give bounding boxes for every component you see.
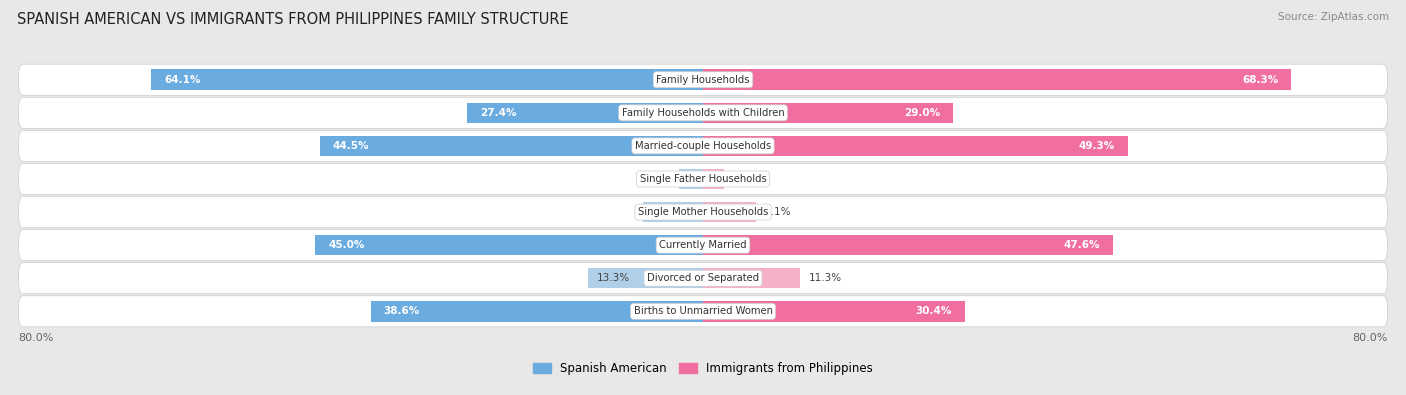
- Bar: [703, 169, 724, 189]
- Text: Source: ZipAtlas.com: Source: ZipAtlas.com: [1278, 12, 1389, 22]
- Text: 30.4%: 30.4%: [915, 306, 952, 316]
- Text: 13.3%: 13.3%: [598, 273, 630, 283]
- Text: Births to Unmarried Women: Births to Unmarried Women: [634, 306, 772, 316]
- Text: 44.5%: 44.5%: [333, 141, 370, 151]
- Bar: [589, 268, 703, 288]
- FancyBboxPatch shape: [18, 164, 1388, 194]
- Text: 45.0%: 45.0%: [329, 240, 364, 250]
- Legend: Spanish American, Immigrants from Philippines: Spanish American, Immigrants from Philip…: [529, 358, 877, 380]
- FancyBboxPatch shape: [18, 296, 1388, 327]
- FancyBboxPatch shape: [18, 229, 1388, 261]
- Text: 6.1%: 6.1%: [763, 207, 790, 217]
- Text: 38.6%: 38.6%: [384, 306, 420, 316]
- Bar: [679, 169, 703, 189]
- Text: Divorced or Separated: Divorced or Separated: [647, 273, 759, 283]
- Text: 2.8%: 2.8%: [688, 174, 714, 184]
- Bar: [703, 135, 1128, 156]
- Bar: [703, 235, 1114, 256]
- Text: Family Households: Family Households: [657, 75, 749, 85]
- Text: 64.1%: 64.1%: [165, 75, 200, 85]
- Bar: [319, 135, 703, 156]
- Text: 27.4%: 27.4%: [479, 108, 516, 118]
- Bar: [643, 202, 703, 222]
- Text: Currently Married: Currently Married: [659, 240, 747, 250]
- Text: Single Father Households: Single Father Households: [640, 174, 766, 184]
- FancyBboxPatch shape: [18, 97, 1388, 128]
- Bar: [371, 301, 703, 322]
- Text: 2.4%: 2.4%: [733, 174, 759, 184]
- Text: Married-couple Households: Married-couple Households: [636, 141, 770, 151]
- Text: 80.0%: 80.0%: [18, 333, 53, 343]
- Text: 47.6%: 47.6%: [1063, 240, 1099, 250]
- Bar: [703, 301, 965, 322]
- Text: Single Mother Households: Single Mother Households: [638, 207, 768, 217]
- Bar: [703, 70, 1291, 90]
- Text: Family Households with Children: Family Households with Children: [621, 108, 785, 118]
- FancyBboxPatch shape: [18, 263, 1388, 294]
- Text: 29.0%: 29.0%: [904, 108, 939, 118]
- Bar: [703, 103, 953, 123]
- Text: 68.3%: 68.3%: [1241, 75, 1278, 85]
- Text: 49.3%: 49.3%: [1078, 141, 1115, 151]
- Bar: [703, 268, 800, 288]
- FancyBboxPatch shape: [18, 197, 1388, 228]
- Text: 80.0%: 80.0%: [1353, 333, 1388, 343]
- Bar: [467, 103, 703, 123]
- Text: 11.3%: 11.3%: [808, 273, 842, 283]
- Bar: [703, 202, 755, 222]
- Bar: [150, 70, 703, 90]
- FancyBboxPatch shape: [18, 64, 1388, 95]
- Bar: [315, 235, 703, 256]
- Text: SPANISH AMERICAN VS IMMIGRANTS FROM PHILIPPINES FAMILY STRUCTURE: SPANISH AMERICAN VS IMMIGRANTS FROM PHIL…: [17, 12, 568, 27]
- FancyBboxPatch shape: [18, 130, 1388, 162]
- Text: 7.0%: 7.0%: [651, 207, 678, 217]
